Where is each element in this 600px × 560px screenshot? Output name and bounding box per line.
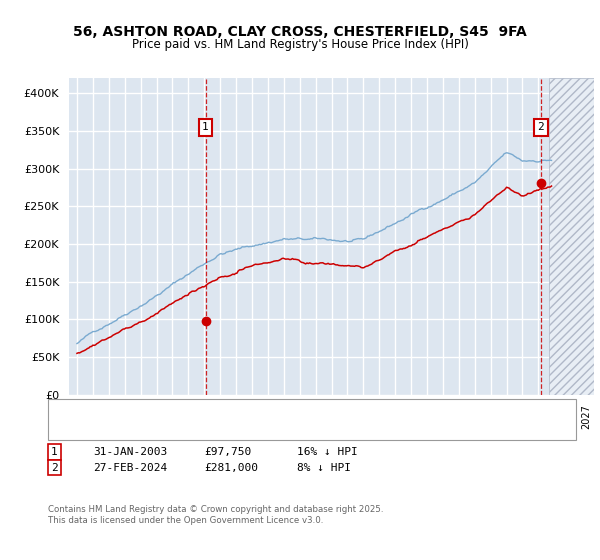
Text: 2: 2	[538, 123, 544, 132]
Text: Contains HM Land Registry data © Crown copyright and database right 2025.
This d: Contains HM Land Registry data © Crown c…	[48, 505, 383, 525]
Text: 27-FEB-2024: 27-FEB-2024	[93, 463, 167, 473]
Text: ——: ——	[63, 422, 78, 435]
Text: 1: 1	[51, 447, 58, 457]
Bar	[550, 78, 594, 395]
Text: 1: 1	[202, 123, 209, 132]
Text: £281,000: £281,000	[204, 463, 258, 473]
Text: HPI: Average price, detached house, North East Derbyshire: HPI: Average price, detached house, Nort…	[93, 423, 388, 433]
Text: Price paid vs. HM Land Registry's House Price Index (HPI): Price paid vs. HM Land Registry's House …	[131, 38, 469, 51]
Text: 56, ASHTON ROAD, CLAY CROSS, CHESTERFIELD, S45  9FA: 56, ASHTON ROAD, CLAY CROSS, CHESTERFIEL…	[73, 26, 527, 39]
Text: ——: ——	[63, 405, 78, 418]
Text: 8% ↓ HPI: 8% ↓ HPI	[297, 463, 351, 473]
Text: 31-JAN-2003: 31-JAN-2003	[93, 447, 167, 457]
Text: 56, ASHTON ROAD, CLAY CROSS, CHESTERFIELD, S45 9FA (detached house): 56, ASHTON ROAD, CLAY CROSS, CHESTERFIEL…	[93, 407, 472, 417]
Text: 16% ↓ HPI: 16% ↓ HPI	[297, 447, 358, 457]
Text: 2: 2	[51, 463, 58, 473]
Text: £97,750: £97,750	[204, 447, 251, 457]
